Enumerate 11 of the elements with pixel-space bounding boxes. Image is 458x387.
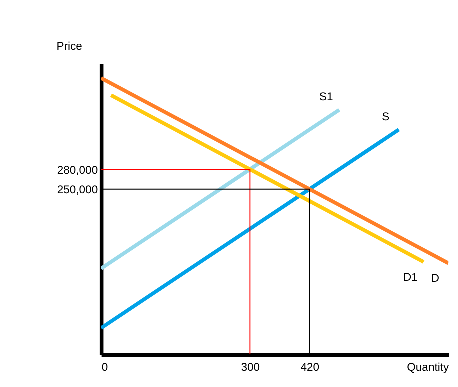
y-tick-label: 280,000 [57,164,98,177]
y-axis-title: Price [56,41,82,54]
series-label: D [431,273,440,286]
y-tick-label: 250,000 [57,184,98,197]
x-tick-label: 300 [241,362,260,374]
series-label: D1 [403,272,418,284]
x-tick-label: 0 [102,362,108,374]
series-label: S [382,111,390,124]
x-tick-label: 420 [300,362,320,374]
series-label: S1 [319,92,334,104]
x-axis-title: Quantity [407,362,450,374]
